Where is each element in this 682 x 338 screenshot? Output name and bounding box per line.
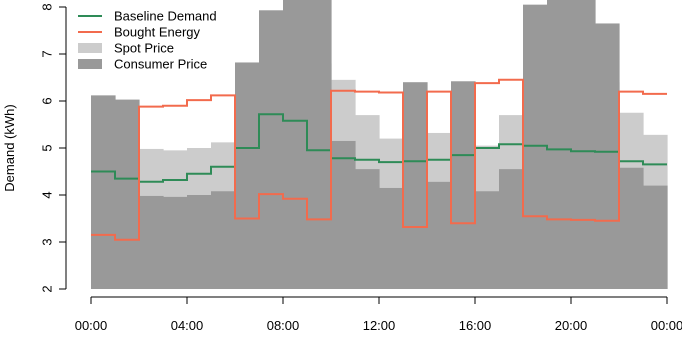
consumer-price-bar bbox=[643, 185, 668, 289]
y-tick-label: 5 bbox=[40, 144, 55, 151]
x-tick-label: 12:00 bbox=[363, 318, 396, 333]
bought-energy-line bbox=[91, 78, 667, 241]
consumer-price-bar bbox=[331, 140, 356, 289]
legend-label-baseline-demand: Baseline Demand bbox=[114, 9, 217, 24]
axes: 2 3 4 5 6 7 8 00:00 04:00 08:00 12:00 16:00 20:00 00:… bbox=[40, 3, 682, 333]
consumer-price-bar bbox=[211, 191, 236, 289]
consumer-price-bar bbox=[187, 195, 212, 289]
consumer-price-bar bbox=[163, 196, 188, 289]
consumer-price-bar bbox=[379, 187, 404, 289]
y-tick-label: 2 bbox=[40, 285, 55, 292]
consumer-price-bar bbox=[619, 167, 644, 289]
consumer-price-bar bbox=[307, 0, 332, 289]
consumer-price-bar bbox=[523, 4, 548, 290]
baseline-demand-line bbox=[91, 113, 667, 183]
consumer-price-bar bbox=[91, 95, 116, 289]
legend-label-consumer-price: Consumer Price bbox=[114, 57, 207, 72]
consumer-price-bar bbox=[259, 10, 284, 289]
x-tick-label: 04:00 bbox=[171, 318, 204, 333]
y-tick-label: 4 bbox=[40, 191, 55, 198]
consumer-price-bar bbox=[403, 82, 428, 289]
price-areas bbox=[91, 0, 668, 290]
consumer-price-bar bbox=[451, 81, 476, 289]
y-tick-label: 7 bbox=[40, 50, 55, 57]
x-tick-label: 00:00 bbox=[75, 318, 108, 333]
consumer-price-bar bbox=[115, 99, 140, 289]
y-axis-label: Demand (kWh) bbox=[2, 104, 17, 191]
x-tick-label: 00:00 bbox=[651, 318, 682, 333]
y-tick-label: 3 bbox=[40, 238, 55, 245]
legend-label-bought-energy: Bought Energy bbox=[114, 25, 201, 40]
consumer-price-bar bbox=[475, 191, 500, 289]
consumer-price-bar bbox=[595, 23, 620, 289]
consumer-price-bar bbox=[139, 195, 164, 289]
x-tick-label: 16:00 bbox=[459, 318, 492, 333]
consumer-price-bar bbox=[571, 0, 596, 289]
consumer-price-bar bbox=[427, 181, 452, 289]
consumer-price-bar bbox=[499, 169, 524, 289]
consumer-price-bar bbox=[283, 0, 308, 289]
consumer-price-bar bbox=[547, 0, 572, 289]
x-tick-label: 08:00 bbox=[267, 318, 300, 333]
y-tick-label: 8 bbox=[40, 3, 55, 10]
demand-lines bbox=[91, 78, 667, 241]
legend-label-spot-price: Spot Price bbox=[114, 41, 174, 56]
consumer-price-bar bbox=[235, 62, 260, 290]
consumer-price-bar bbox=[355, 169, 380, 289]
y-tick-label: 6 bbox=[40, 97, 55, 104]
x-tick-label: 20:00 bbox=[555, 318, 588, 333]
